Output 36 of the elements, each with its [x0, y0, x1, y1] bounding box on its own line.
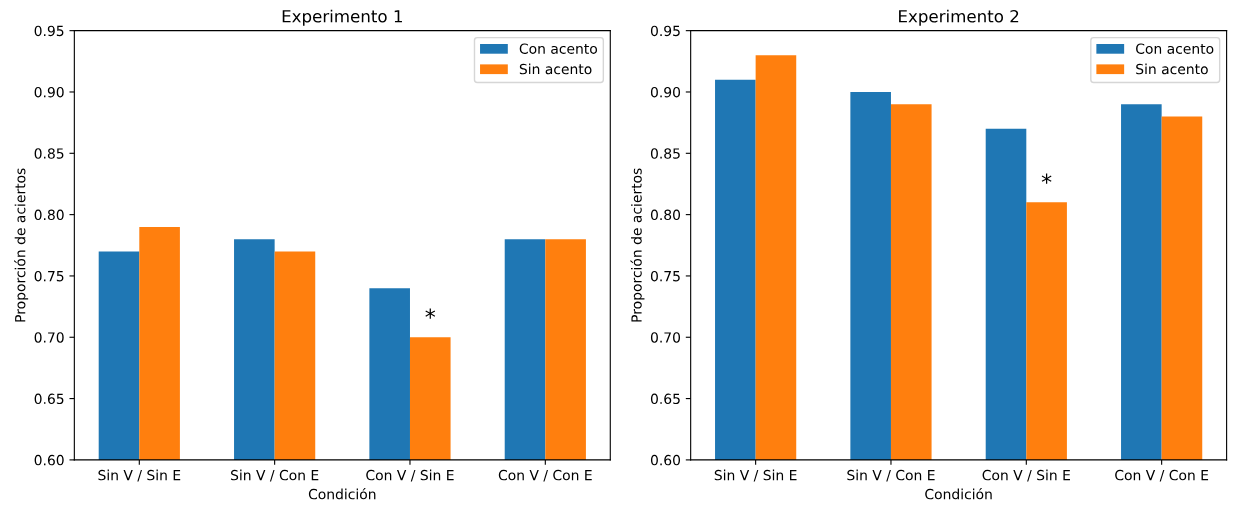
- y-tick-label: 0.65: [650, 393, 680, 405]
- chart-title: Experimento 1: [282, 9, 402, 26]
- y-tick-label: 0.95: [34, 25, 64, 37]
- y-tick-label: 0.75: [34, 270, 64, 282]
- legend-label: Con acento: [519, 43, 598, 54]
- y-tick-label: 0.80: [650, 209, 681, 221]
- y-tick-label: 0.75: [650, 270, 680, 282]
- x-tick-label: Sin V / Con E: [231, 469, 319, 482]
- x-tick-label: Sin V / Sin E: [714, 469, 797, 482]
- y-tick-label: 0.65: [34, 393, 64, 405]
- x-tick-label: Sin V / Sin E: [98, 469, 181, 482]
- y-tick-label: 0.85: [34, 148, 64, 159]
- y-tick-label: 0.90: [34, 86, 64, 98]
- legend-label: Sin acento: [519, 63, 592, 75]
- x-tick-label: Con V / Con E: [498, 469, 592, 482]
- x-tick-label: Con V / Con E: [1115, 469, 1209, 482]
- y-tick-label: 0.60: [650, 454, 681, 466]
- x-axis-title: Condición: [925, 488, 992, 500]
- y-tick-label: 0.85: [650, 148, 680, 159]
- annotation: *: [425, 308, 436, 319]
- legend-label: Con acento: [1136, 43, 1214, 54]
- x-tick-label: Con V / Sin E: [366, 469, 454, 482]
- legend-label: Sin acento: [1136, 63, 1208, 75]
- x-axis-title: Condición: [308, 488, 376, 500]
- annotation: *: [1041, 173, 1052, 184]
- y-tick-label: 0.80: [34, 209, 64, 221]
- y-tick-label: 0.70: [34, 332, 64, 343]
- y-tick-label: 0.90: [650, 86, 681, 98]
- x-tick-label: Sin V / Con E: [847, 469, 935, 482]
- y-tick-label: 0.70: [650, 332, 681, 343]
- y-axis-title: Proporción de aciertos: [630, 168, 645, 322]
- y-tick-label: 0.95: [650, 25, 680, 37]
- chart-title: Experimento 2: [899, 9, 1019, 26]
- y-tick-label: 0.60: [34, 454, 64, 466]
- y-axis-title: Proporción de aciertos: [14, 168, 29, 322]
- x-tick-label: Con V / Sin E: [982, 469, 1070, 482]
